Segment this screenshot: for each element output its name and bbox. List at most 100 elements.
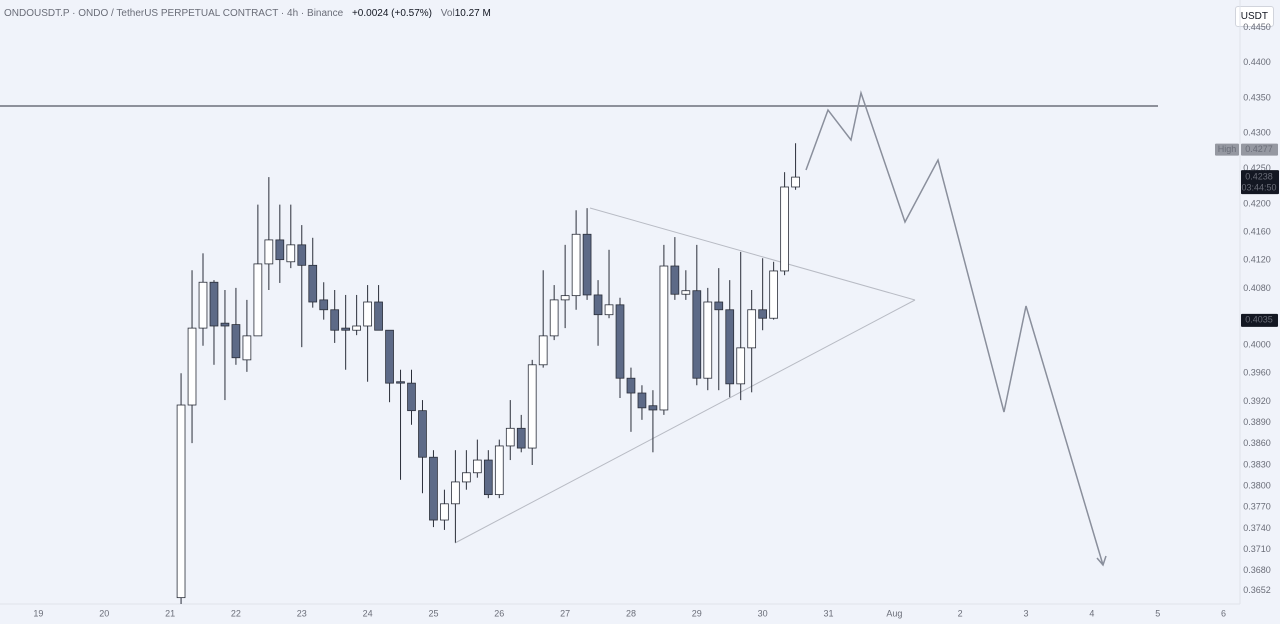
candle-body: [549, 299, 559, 337]
candle-body: [538, 335, 548, 366]
candle-body: [209, 281, 219, 327]
candle-body: [308, 264, 318, 303]
candle-body: [626, 377, 636, 394]
x-tick-label: 3: [1024, 608, 1029, 618]
x-tick-label: 22: [231, 608, 241, 618]
price-tag: 0.4277: [1245, 144, 1273, 154]
price-tag-bg: [1241, 313, 1278, 327]
currency-button[interactable]: USDT: [1234, 6, 1274, 27]
candle-body: [374, 301, 383, 331]
y-tick-label: 0.4120: [1243, 255, 1271, 265]
x-tick-label: 31: [823, 608, 833, 618]
candle-body: [220, 322, 230, 327]
candle-body: [187, 327, 197, 406]
x-tick-label: Aug: [886, 608, 902, 618]
x-tick-label: 25: [428, 608, 438, 618]
candle-body: [648, 405, 658, 411]
candle-body: [176, 404, 186, 599]
y-tick-label: 0.3860: [1243, 438, 1271, 448]
x-tick-label: 2: [958, 608, 963, 618]
x-tick-label: 24: [363, 608, 373, 618]
candle-body: [670, 265, 680, 295]
candle-body: [319, 299, 329, 311]
x-tick-label: 29: [692, 608, 702, 618]
candle-body: [341, 327, 351, 331]
y-tick-label: 0.4250: [1243, 163, 1271, 173]
x-tick-label: 19: [33, 608, 43, 618]
candle-body: [747, 309, 757, 349]
candle-body: [396, 381, 405, 384]
projection-path: [805, 90, 1104, 566]
candle-body: [582, 233, 592, 296]
candle-body: [242, 335, 252, 361]
x-tick-label: 20: [99, 608, 109, 618]
y-tick-label: 0.4450: [1243, 22, 1271, 32]
last-price: 0.4238: [1245, 171, 1273, 181]
candle-body: [692, 290, 702, 379]
y-tick-label: 0.3800: [1243, 481, 1271, 491]
candle-body: [560, 295, 570, 301]
volume: 10.27 M: [454, 8, 491, 19]
candle-body: [198, 281, 208, 329]
candle-body: [352, 325, 361, 331]
candles: [176, 143, 800, 604]
candle-body: [615, 304, 625, 379]
candle-body: [231, 324, 241, 359]
x-tick-label: 27: [560, 608, 570, 618]
candle-body: [703, 301, 713, 379]
candle-body: [714, 301, 724, 311]
candle-body: [725, 309, 735, 385]
price-tag: 0.4035: [1245, 315, 1273, 325]
x-tick-label: 26: [494, 608, 504, 618]
candle-body: [769, 270, 778, 319]
y-tick-label: 0.3920: [1243, 396, 1271, 406]
x-tick-label: 6: [1221, 608, 1226, 618]
candle-body: [593, 294, 603, 316]
candle-body: [681, 290, 691, 295]
y-tick-label: 0.3652: [1243, 585, 1271, 595]
y-tick-label: 0.3960: [1243, 368, 1271, 378]
candle-body: [637, 392, 647, 409]
candle-body: [253, 263, 263, 337]
candle-body: [264, 239, 274, 265]
drawings: [0, 90, 1158, 567]
high-label: High: [1218, 144, 1237, 154]
symbol: ONDOUSDT.P · ONDO / TetherUS PERPETUAL C…: [4, 8, 344, 19]
candle-body: [297, 244, 307, 266]
y-tick-label: 0.4400: [1243, 57, 1271, 67]
candle-body: [451, 481, 460, 505]
y-tick-label: 0.4000: [1243, 339, 1271, 349]
header: ONDOUSDT.P · ONDO / TetherUS PERPETUAL C…: [4, 8, 491, 19]
candle-body: [494, 445, 504, 496]
volume-label: Vol: [440, 8, 455, 19]
y-tick-label: 0.4080: [1243, 283, 1271, 293]
x-tick-label: 30: [758, 608, 768, 618]
last-price-bg: [1241, 170, 1279, 195]
x-tick-label: 23: [297, 608, 307, 618]
candle-body: [791, 176, 800, 188]
candle-body: [516, 427, 526, 449]
candle-body: [483, 459, 493, 496]
x-tick-label: 4: [1089, 608, 1094, 618]
candle-body: [505, 427, 515, 447]
y-tick-label: 0.4300: [1243, 128, 1271, 138]
y-tick-label: 0.3740: [1243, 523, 1271, 533]
y-tick-label: 0.3680: [1243, 565, 1271, 575]
y-tick-label: 0.3710: [1243, 544, 1271, 554]
candle-body: [440, 503, 449, 521]
x-tick-label: 21: [165, 608, 175, 618]
candle-body: [758, 309, 768, 319]
candle-body: [780, 186, 789, 272]
triangle-upper: [589, 207, 916, 301]
candle-body: [363, 301, 372, 327]
triangle-lower: [454, 299, 916, 544]
projection-arrowhead: [1096, 555, 1107, 567]
y-tick-label: 0.3890: [1243, 417, 1271, 427]
candle-body: [462, 472, 471, 483]
candle-body: [385, 329, 394, 384]
candle-body: [286, 244, 296, 263]
candle-body: [604, 304, 614, 316]
price-tag-bg: [1241, 143, 1278, 156]
